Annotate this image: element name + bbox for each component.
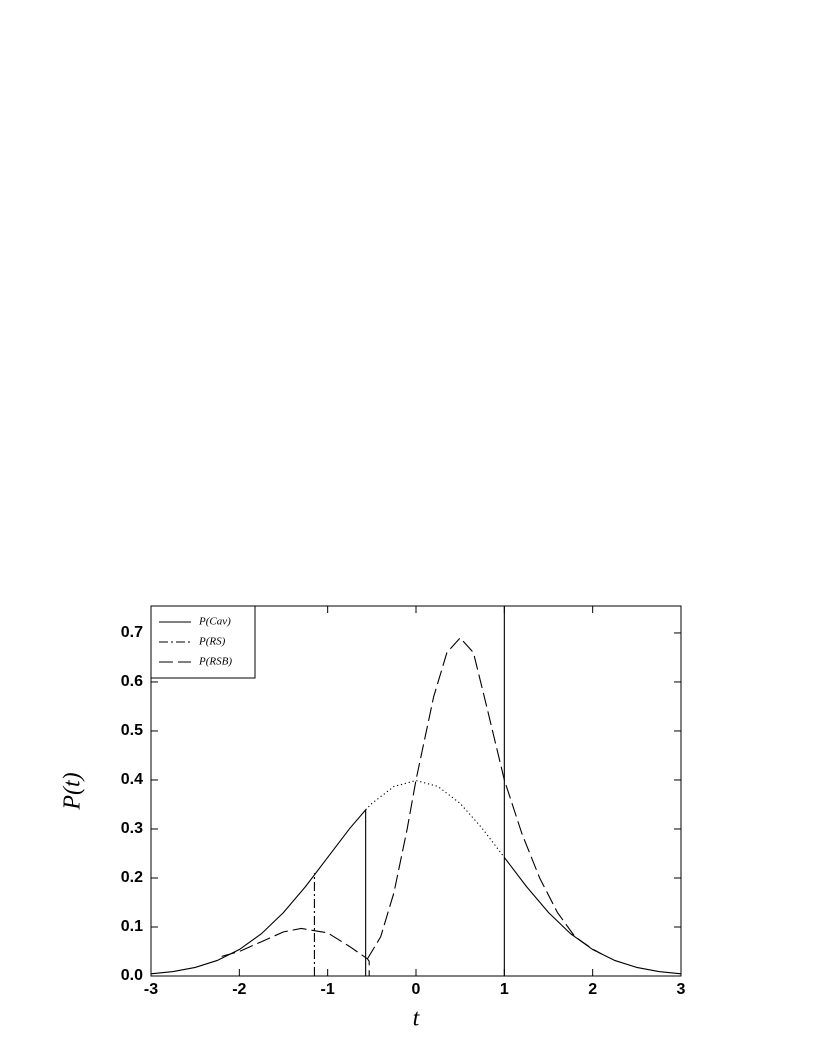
x-tick-label: -2 xyxy=(232,981,246,998)
x-axis-label: t xyxy=(413,1006,421,1032)
x-tick-label: -3 xyxy=(144,981,158,998)
x-tick-label: -1 xyxy=(321,981,335,998)
y-tick-label: 0.6 xyxy=(121,673,143,690)
legend-label: P(RSB) xyxy=(198,656,232,668)
y-tick-label: 0.3 xyxy=(121,820,143,837)
y-tick-label: 0.1 xyxy=(121,918,143,935)
legend-label: P(RS) xyxy=(198,636,226,648)
legend-box xyxy=(150,605,256,679)
x-tick-label: 3 xyxy=(677,981,686,998)
x-tick-label: 2 xyxy=(588,981,597,998)
y-tick-label: 0.0 xyxy=(121,967,143,984)
x-tick-label: 1 xyxy=(500,981,509,998)
legend-label: P(Cav) xyxy=(198,616,231,628)
series-line xyxy=(365,779,505,858)
series-line xyxy=(150,606,682,976)
y-tick-label: 0.5 xyxy=(121,722,143,739)
y-axis-label: P(t) xyxy=(60,772,86,810)
series-line xyxy=(221,637,602,976)
y-tick-label: 0.2 xyxy=(121,869,143,886)
x-tick-label: 0 xyxy=(412,981,421,998)
y-tick-label: 0.7 xyxy=(121,624,143,641)
y-tick-label: 0.4 xyxy=(121,771,143,788)
